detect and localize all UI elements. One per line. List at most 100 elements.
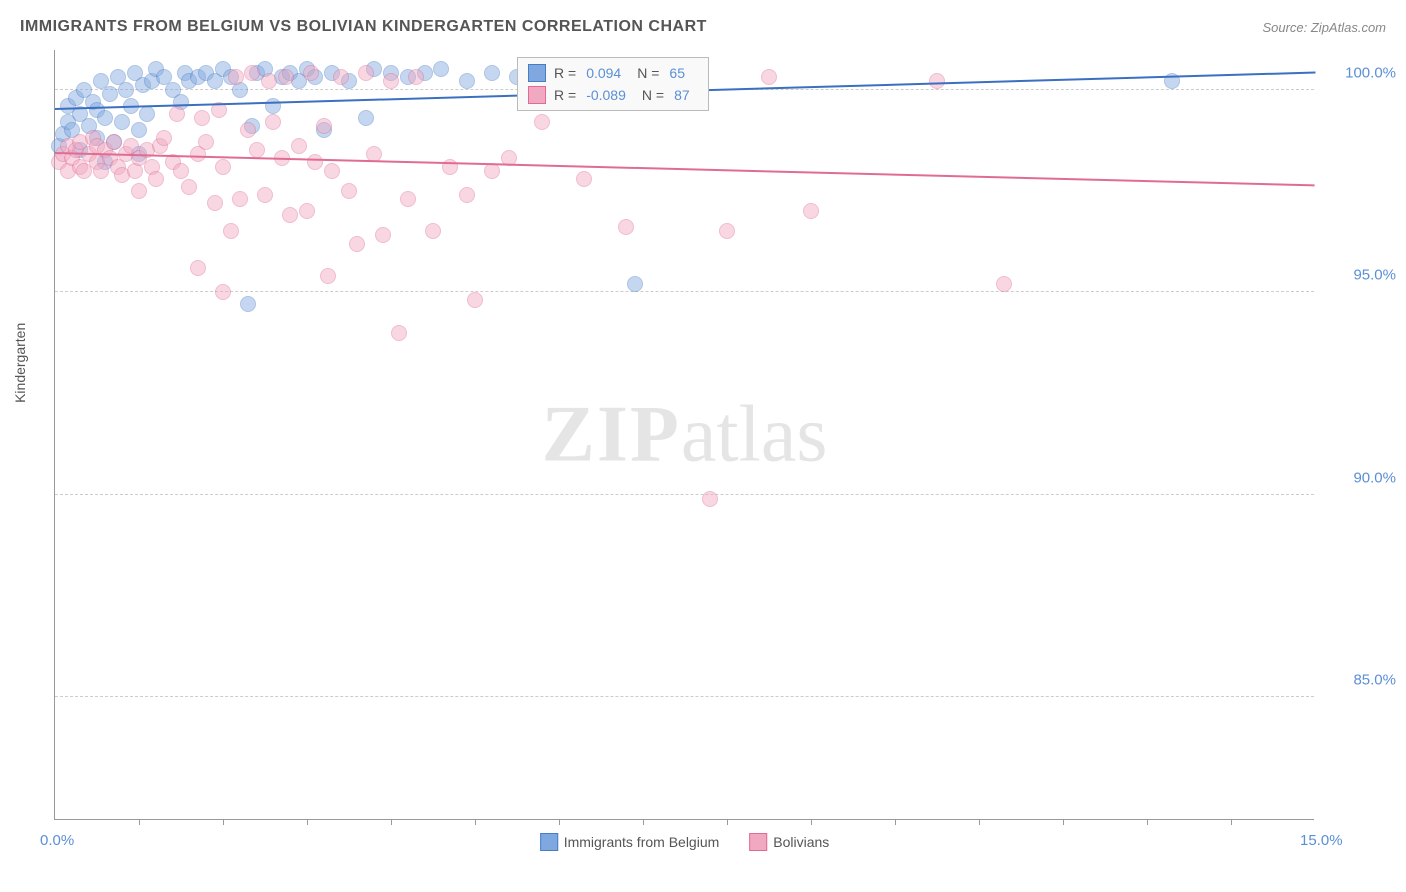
scatter-point <box>232 191 248 207</box>
x-tick <box>223 819 224 825</box>
legend-label: Immigrants from Belgium <box>564 834 720 850</box>
scatter-point <box>240 296 256 312</box>
legend-label: Bolivians <box>773 834 829 850</box>
scatter-point <box>278 69 294 85</box>
scatter-point <box>194 110 210 126</box>
scatter-point <box>484 65 500 81</box>
scatter-point <box>131 122 147 138</box>
stat-n-label: N = <box>642 87 664 103</box>
scatter-point <box>761 69 777 85</box>
stats-legend-row: R = -0.089 N = 87 <box>528 84 698 106</box>
legend-swatch <box>540 833 558 851</box>
scatter-point <box>391 325 407 341</box>
bottom-legend-item: Bolivians <box>749 833 829 851</box>
scatter-point <box>148 171 164 187</box>
x-tick <box>1147 819 1148 825</box>
scatter-point <box>299 203 315 219</box>
x-tick-label: 15.0% <box>1300 832 1343 849</box>
legend-swatch <box>528 64 546 82</box>
scatter-point <box>358 65 374 81</box>
scatter-point <box>207 195 223 211</box>
scatter-point <box>240 122 256 138</box>
x-tick <box>559 819 560 825</box>
scatter-point <box>223 223 239 239</box>
scatter-point <box>97 110 113 126</box>
x-tick <box>1231 819 1232 825</box>
scatter-point <box>114 114 130 130</box>
x-tick <box>895 819 896 825</box>
scatter-point <box>459 73 475 89</box>
y-tick-label: 95.0% <box>1353 267 1396 284</box>
scatter-point <box>358 110 374 126</box>
y-tick-label: 100.0% <box>1345 64 1396 81</box>
scatter-point <box>316 118 332 134</box>
scatter-point <box>459 187 475 203</box>
scatter-point <box>173 163 189 179</box>
y-tick-label: 85.0% <box>1353 672 1396 689</box>
stat-n-value: 87 <box>674 87 690 103</box>
scatter-point <box>803 203 819 219</box>
scatter-plot-area: ZIPatlas 85.0%90.0%95.0%100.0%0.0%15.0%R… <box>54 50 1314 820</box>
x-tick <box>643 819 644 825</box>
scatter-point <box>996 276 1012 292</box>
x-tick <box>811 819 812 825</box>
y-axis-title: Kindergarten <box>12 323 28 403</box>
scatter-point <box>375 227 391 243</box>
x-tick <box>979 819 980 825</box>
bottom-legend-item: Immigrants from Belgium <box>540 833 720 851</box>
scatter-point <box>257 187 273 203</box>
scatter-point <box>719 223 735 239</box>
stat-r-value: -0.089 <box>586 87 626 103</box>
chart-header: IMMIGRANTS FROM BELGIUM VS BOLIVIAN KIND… <box>20 18 1386 36</box>
scatter-point <box>702 491 718 507</box>
scatter-point <box>198 134 214 150</box>
x-tick <box>727 819 728 825</box>
scatter-point <box>320 268 336 284</box>
scatter-point <box>307 154 323 170</box>
scatter-point <box>408 69 424 85</box>
scatter-point <box>467 292 483 308</box>
chart-source: Source: ZipAtlas.com <box>1262 20 1386 35</box>
watermark-atlas: atlas <box>681 390 828 478</box>
scatter-point <box>102 86 118 102</box>
gridline-h <box>55 696 1314 697</box>
scatter-point <box>118 82 134 98</box>
scatter-point <box>249 142 265 158</box>
stats-legend-row: R =0.094N =65 <box>528 62 698 84</box>
x-tick-label: 0.0% <box>40 832 74 849</box>
scatter-point <box>324 163 340 179</box>
scatter-point <box>106 134 122 150</box>
stat-r-label: R = <box>554 87 576 103</box>
gridline-h <box>55 291 1314 292</box>
scatter-point <box>169 106 185 122</box>
scatter-point <box>291 138 307 154</box>
x-tick <box>139 819 140 825</box>
stats-legend: R =0.094N =65R =-0.089N =87 <box>517 57 709 111</box>
chart-title: IMMIGRANTS FROM BELGIUM VS BOLIVIAN KIND… <box>20 18 707 36</box>
scatter-point <box>244 65 260 81</box>
scatter-point <box>131 183 147 199</box>
scatter-point <box>282 207 298 223</box>
scatter-point <box>400 191 416 207</box>
scatter-point <box>383 73 399 89</box>
stat-n-value: 65 <box>669 65 685 81</box>
legend-swatch <box>528 86 546 104</box>
scatter-point <box>261 73 277 89</box>
scatter-point <box>215 159 231 175</box>
watermark: ZIPatlas <box>542 389 828 480</box>
scatter-point <box>228 69 244 85</box>
scatter-point <box>433 61 449 77</box>
bottom-legend: Immigrants from Belgium Bolivians <box>540 833 830 851</box>
scatter-point <box>627 276 643 292</box>
scatter-point <box>442 159 458 175</box>
scatter-point <box>618 219 634 235</box>
scatter-point <box>341 183 357 199</box>
scatter-point <box>265 114 281 130</box>
stat-n-label: N = <box>637 65 659 81</box>
scatter-point <box>425 223 441 239</box>
scatter-point <box>534 114 550 130</box>
scatter-point <box>190 260 206 276</box>
scatter-point <box>139 106 155 122</box>
scatter-point <box>181 179 197 195</box>
scatter-point <box>349 236 365 252</box>
